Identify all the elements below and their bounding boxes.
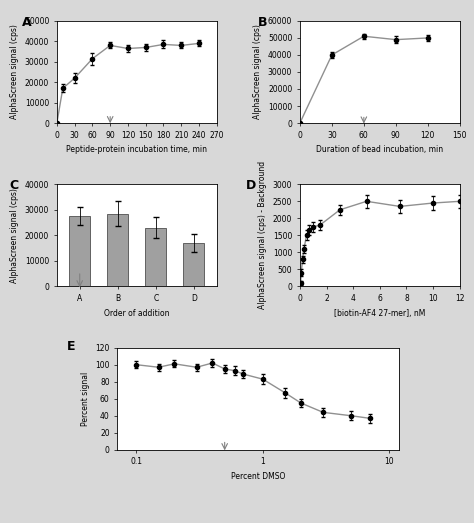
Bar <box>69 216 90 287</box>
Text: B: B <box>258 16 268 29</box>
Y-axis label: AlphaScreen signal (cps): AlphaScreen signal (cps) <box>10 25 19 119</box>
Text: D: D <box>246 179 256 192</box>
X-axis label: Duration of bead incubation, min: Duration of bead incubation, min <box>316 145 443 154</box>
Y-axis label: AlphaScreen signal (cps): AlphaScreen signal (cps) <box>10 188 19 283</box>
X-axis label: Peptide-protein incubation time, min: Peptide-protein incubation time, min <box>66 145 207 154</box>
Text: A: A <box>22 16 31 29</box>
Bar <box>146 228 166 287</box>
Y-axis label: AlphaScreen signal (cps): AlphaScreen signal (cps) <box>253 25 262 119</box>
X-axis label: Order of addition: Order of addition <box>104 309 170 317</box>
Y-axis label: AlphaScreen signal (cps) - Background: AlphaScreen signal (cps) - Background <box>258 161 267 310</box>
Text: C: C <box>9 179 18 192</box>
Y-axis label: Percent signal: Percent signal <box>81 372 90 426</box>
Bar <box>107 214 128 287</box>
Bar <box>183 243 204 287</box>
Text: E: E <box>66 339 75 353</box>
X-axis label: [biotin-AF4 27-mer], nM: [biotin-AF4 27-mer], nM <box>334 309 426 317</box>
X-axis label: Percent DMSO: Percent DMSO <box>231 472 285 481</box>
